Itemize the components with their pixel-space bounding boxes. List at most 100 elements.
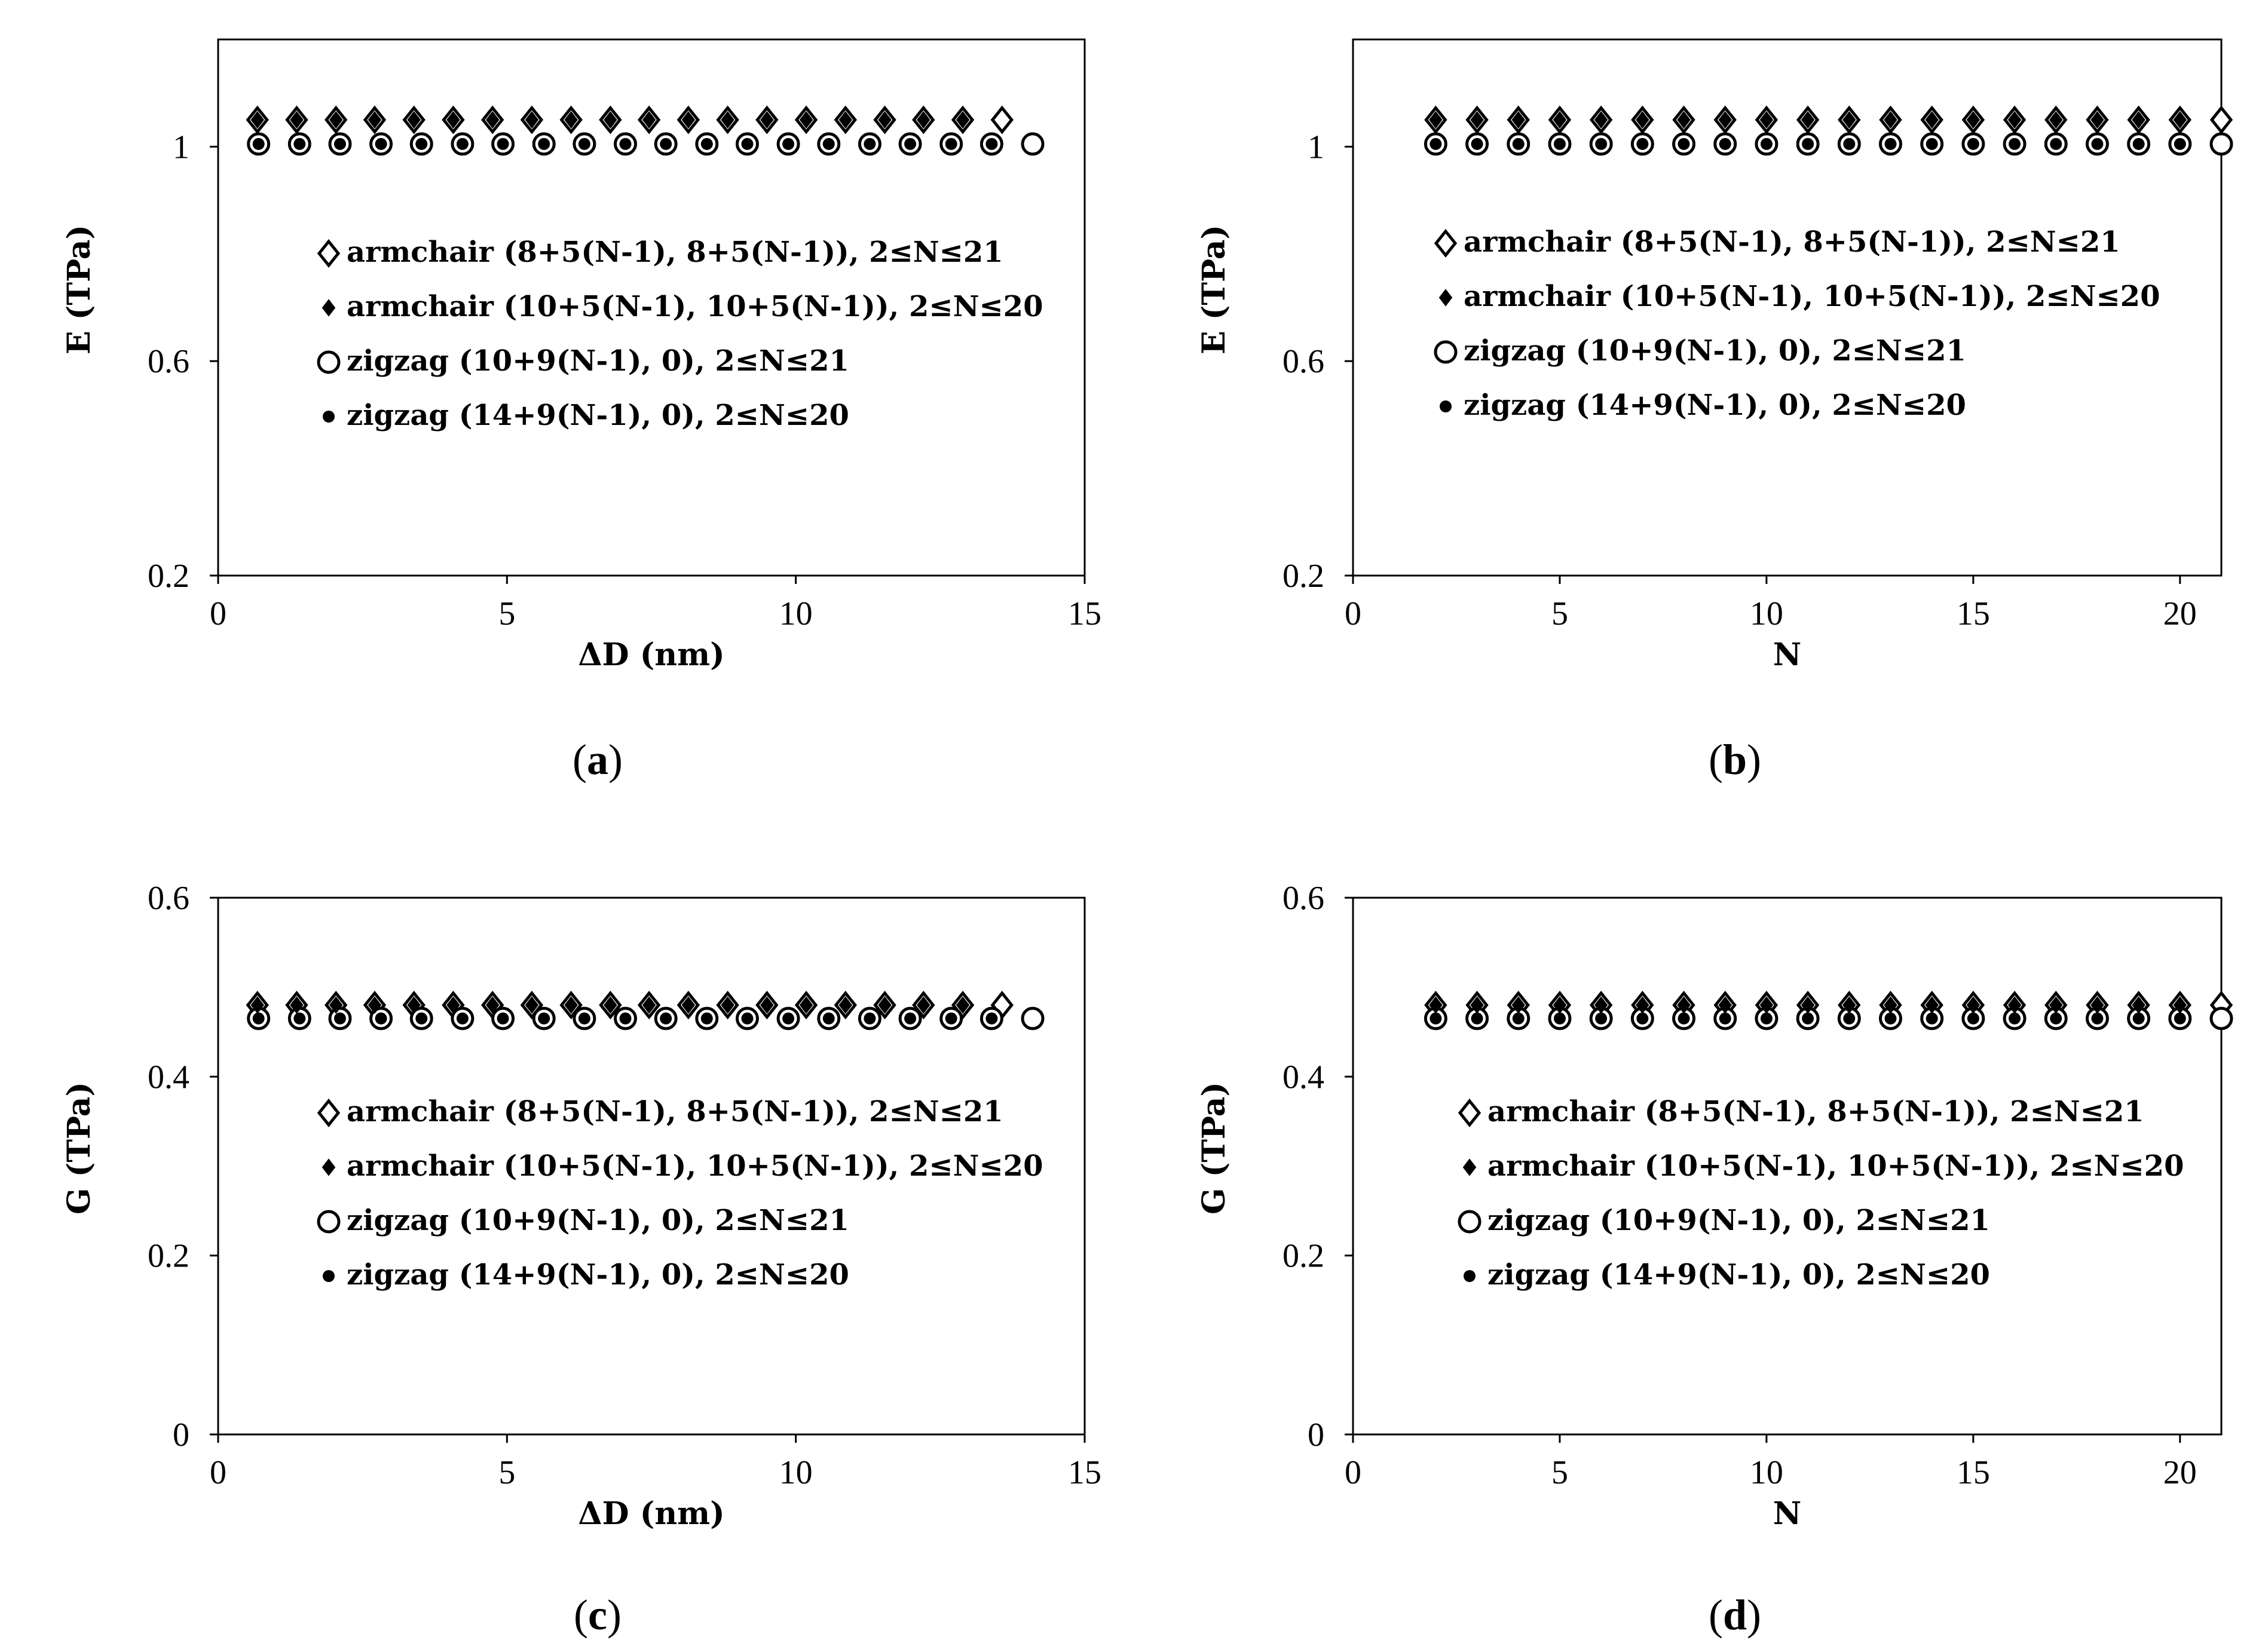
series-diamond-open xyxy=(1424,990,2233,1020)
legend: armchair (8+5(N-1), 8+5(N-1)), 2≤N≤21 arm… xyxy=(1434,225,2160,422)
data-point xyxy=(375,1012,387,1025)
data-point xyxy=(681,996,696,1014)
data-point xyxy=(838,111,853,129)
data-point xyxy=(1430,1012,1442,1025)
data-point xyxy=(1553,111,1567,129)
series-diamond-filled xyxy=(1429,996,2187,1014)
legend-marker xyxy=(1434,228,1458,258)
data-point xyxy=(1021,1007,1045,1030)
y-tick-label: 0.2 xyxy=(148,558,189,595)
x-tick-label: 15 xyxy=(1068,595,1101,632)
data-point xyxy=(1884,1012,1897,1025)
legend-entry: armchair (10+5(N-1), 10+5(N-1)), 2≤N≤20 xyxy=(347,1149,1043,1183)
data-point xyxy=(368,996,382,1014)
panel-caption: (c) xyxy=(574,1591,622,1639)
series-circle-open xyxy=(1424,132,2233,156)
data-point xyxy=(578,137,590,150)
series-circle-open xyxy=(247,132,1045,156)
data-point xyxy=(293,1012,306,1025)
legend: armchair (8+5(N-1), 8+5(N-1)), 2≤N≤21 arm… xyxy=(317,235,1043,432)
data-point xyxy=(1636,1012,1649,1025)
legend-marker xyxy=(1464,1270,1476,1282)
data-point xyxy=(1595,1012,1608,1025)
x-tick-label: 5 xyxy=(498,595,515,632)
data-point xyxy=(604,111,617,129)
legend-marker xyxy=(1458,1098,1481,1128)
data-point xyxy=(415,1012,428,1025)
data-point xyxy=(564,996,578,1014)
x-tick-label: 15 xyxy=(1957,1454,1990,1491)
legend-marker xyxy=(317,1098,341,1128)
data-point xyxy=(250,111,264,129)
data-point xyxy=(1471,137,1483,150)
data-point xyxy=(864,137,876,150)
plot-frame xyxy=(1352,897,2223,1436)
legend-entry: zigzag (10+9(N-1), 0), 2≤N≤21 xyxy=(347,1204,849,1237)
data-point xyxy=(1678,1012,1690,1025)
y-tick-label: 0.4 xyxy=(148,1058,189,1096)
data-point xyxy=(2209,1007,2233,1030)
x-tick-label: 5 xyxy=(1551,1454,1568,1491)
data-point xyxy=(497,1012,509,1025)
data-point xyxy=(642,111,656,129)
y-tick-label: 0 xyxy=(173,1417,189,1454)
y-tick-label: 0.2 xyxy=(1282,1238,1324,1275)
data-point xyxy=(985,137,998,150)
series-diamond-open xyxy=(246,105,1014,134)
data-point xyxy=(2009,137,2021,150)
legend-marker xyxy=(1434,340,1458,364)
series-diamond-filled xyxy=(250,996,970,1014)
legend-entry: armchair (8+5(N-1), 8+5(N-1)), 2≤N≤21 xyxy=(347,235,1003,269)
data-point xyxy=(782,137,795,150)
data-point xyxy=(721,111,734,129)
data-point xyxy=(2174,137,2186,150)
data-point xyxy=(1802,1012,1814,1025)
data-point xyxy=(799,111,813,129)
y-tick-label: 0.2 xyxy=(148,1238,189,1275)
data-point xyxy=(538,137,550,150)
legend-marker xyxy=(1458,1210,1481,1234)
y-tick-label: 1 xyxy=(173,129,189,166)
series-circle-filled xyxy=(1430,1012,2186,1025)
y-tick-label: 0.2 xyxy=(1282,558,1324,595)
data-point xyxy=(904,1012,917,1025)
panel-caption: (a) xyxy=(573,736,623,784)
data-point xyxy=(1966,111,1981,129)
legend-entry: zigzag (14+9(N-1), 0), 2≤N≤20 xyxy=(1487,1258,1990,1292)
data-point xyxy=(525,111,539,129)
data-point xyxy=(1719,137,1731,150)
x-tick-label: 15 xyxy=(1068,1454,1101,1491)
data-point xyxy=(2173,111,2187,129)
data-point xyxy=(368,111,382,129)
data-point xyxy=(660,1012,672,1025)
data-point xyxy=(1430,137,1442,150)
data-point xyxy=(1636,137,1649,150)
data-point xyxy=(1719,1012,1731,1025)
data-point xyxy=(1718,111,1732,129)
data-point xyxy=(985,1012,998,1025)
legend-entry: armchair (10+5(N-1), 10+5(N-1)), 2≤N≤20 xyxy=(1487,1149,2184,1183)
data-point xyxy=(721,996,734,1014)
chart-panel-b: 0 5 10 15 20 0.2 0.6 1 N E (TPa) armchair (8+5(N-1… xyxy=(1196,38,2233,673)
data-point xyxy=(799,996,813,1014)
legend: armchair (8+5(N-1), 8+5(N-1)), 2≤N≤21 arm… xyxy=(317,1095,1043,1292)
data-point xyxy=(1843,137,1856,150)
data-point xyxy=(741,1012,754,1025)
legend-entry: armchair (10+5(N-1), 10+5(N-1)), 2≤N≤20 xyxy=(1464,280,2160,313)
plot-frame xyxy=(1352,38,2223,577)
x-tick-label: 5 xyxy=(1551,595,1568,632)
data-point xyxy=(1511,111,1526,129)
data-point xyxy=(1842,111,1856,129)
data-point xyxy=(1553,137,1566,150)
data-point xyxy=(878,996,892,1014)
data-point xyxy=(290,996,304,1014)
series-circle-filled xyxy=(252,1012,998,1025)
data-point xyxy=(1967,1012,1979,1025)
data-point xyxy=(741,137,754,150)
x-tick-label: 10 xyxy=(1750,1454,1783,1491)
data-point xyxy=(252,1012,265,1025)
data-point xyxy=(252,137,265,150)
data-point xyxy=(838,996,853,1014)
data-point xyxy=(1594,111,1608,129)
data-point xyxy=(375,137,387,150)
